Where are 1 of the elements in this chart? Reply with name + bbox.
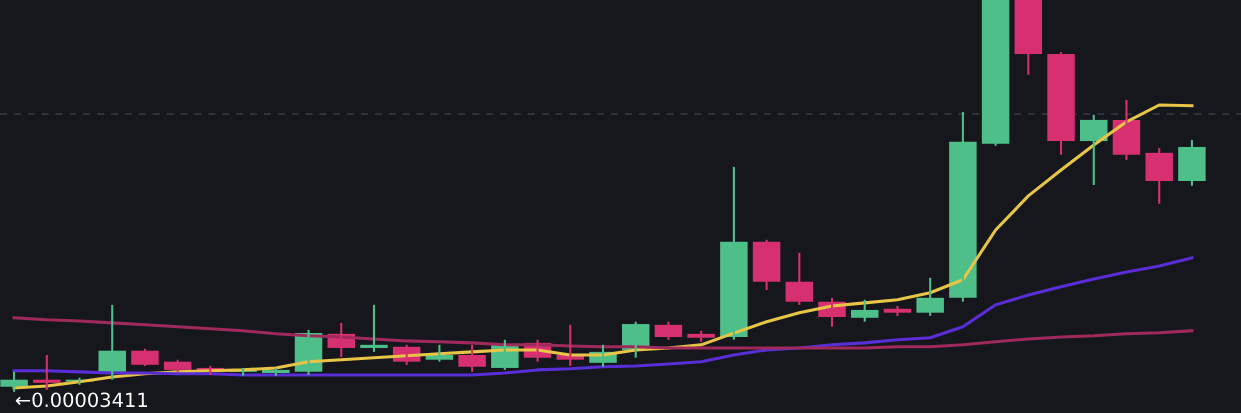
text: ←0.00003411 xyxy=(15,392,147,408)
